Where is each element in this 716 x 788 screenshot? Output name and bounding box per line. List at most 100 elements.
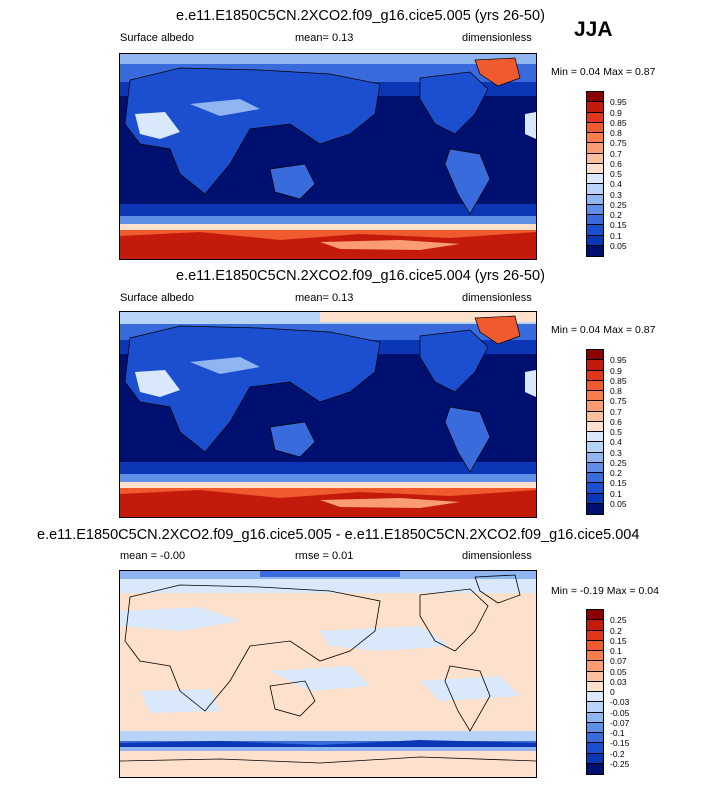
colorbar-tick-label: 0.6 xyxy=(610,158,622,169)
colorbar-swatch xyxy=(587,692,603,703)
colorbar-swatch xyxy=(587,671,603,682)
colorbar-tick-label: 0.3 xyxy=(610,189,622,200)
colorbar-swatch xyxy=(587,493,603,504)
colorbar-swatch xyxy=(587,681,603,692)
colorbar-swatch xyxy=(587,143,603,154)
colorbar-tick-label: 0.95 xyxy=(610,97,627,108)
colorbar-tick-label: 0.1 xyxy=(610,488,622,499)
colorbar-tick-label: 0.1 xyxy=(610,230,622,241)
colorbar-tick-label: 0.75 xyxy=(610,138,627,149)
colorbar-tick-label: -0.07 xyxy=(610,717,630,728)
colorbar-swatch xyxy=(587,473,603,484)
panel2-map xyxy=(119,311,537,518)
panel3-map-svg xyxy=(120,571,536,777)
colorbar-swatch xyxy=(587,753,603,764)
colorbar-tick-label: 0.3 xyxy=(610,447,622,458)
colorbar-swatch xyxy=(587,640,603,651)
colorbar-swatch xyxy=(587,462,603,473)
colorbar-tick-label: 0.2 xyxy=(610,625,622,636)
colorbar-tick-label: 0.7 xyxy=(610,148,622,159)
colorbar-tick-label: 0.6 xyxy=(610,416,622,427)
colorbar-tick-label: 0 xyxy=(610,687,615,697)
colorbar-tick-label: 0.15 xyxy=(610,635,627,646)
panel3-minmax: Min = -0.19 Max = 0.04 xyxy=(551,585,659,597)
colorbar-tick-label: 0.05 xyxy=(610,666,627,677)
panel3-colorbar: 0.25 0.2 0.15 0.1 0.07 0.05 0.03 0 -0.03 -0.05 -0.… xyxy=(586,609,629,775)
colorbar-tick-label: 0.2 xyxy=(610,210,622,220)
colorbar-swatch xyxy=(587,235,603,246)
colorbar-swatch xyxy=(587,153,603,164)
colorbar-tick-label: 0.8 xyxy=(610,386,622,396)
colorbar-swatch xyxy=(587,620,603,631)
panel2-mean-label: mean= 0.13 xyxy=(295,292,354,304)
colorbar-swatch xyxy=(587,712,603,723)
panel2-minmax: Min = 0.04 Max = 0.87 xyxy=(551,324,656,336)
panel2-colorbar-swatches xyxy=(586,349,604,515)
panel3-rmse-label: rmse = 0.01 xyxy=(295,550,354,562)
panel2-colorbar: 0.95 0.9 0.85 0.8 0.75 0.7 0.6 0.5 0.4 0.3 0.25 0.2… xyxy=(586,349,627,515)
colorbar-swatch xyxy=(587,610,603,621)
colorbar-tick-label: -0.2 xyxy=(610,748,625,759)
panel1-map-svg xyxy=(120,54,536,259)
colorbar-swatch xyxy=(587,630,603,641)
colorbar-swatch xyxy=(587,163,603,174)
colorbar-swatch xyxy=(587,360,603,371)
colorbar-tick-label: 0.4 xyxy=(610,179,622,190)
colorbar-swatch xyxy=(587,133,603,144)
panel2-map-svg xyxy=(120,312,536,517)
colorbar-tick-label: -0.03 xyxy=(610,697,630,708)
colorbar-tick-label: 0.85 xyxy=(610,117,627,128)
panel1-colorbar-swatches xyxy=(586,91,604,257)
colorbar-tick-label: 0.5 xyxy=(610,169,622,179)
colorbar-swatch xyxy=(587,702,603,713)
colorbar-swatch xyxy=(587,483,603,494)
colorbar-tick-label: 0.15 xyxy=(610,220,627,231)
colorbar-tick-label: 0.1 xyxy=(610,646,622,656)
colorbar-swatch xyxy=(587,204,603,215)
panel2-title: e.e11.E1850C5CN.2XCO2.f09_g16.cice5.004 … xyxy=(176,268,545,284)
colorbar-swatch xyxy=(587,215,603,226)
colorbar-tick-label: -0.05 xyxy=(610,707,630,718)
colorbar-tick-label: 0.25 xyxy=(610,615,627,626)
panel3-title: e.e11.E1850C5CN.2XCO2.f09_g16.cice5.005 … xyxy=(37,527,640,543)
colorbar-swatch xyxy=(587,245,603,256)
colorbar-tick-label: 0.07 xyxy=(610,656,627,667)
colorbar-swatch xyxy=(587,651,603,662)
colorbar-tick-label: -0.1 xyxy=(610,728,625,738)
colorbar-swatch xyxy=(587,452,603,463)
colorbar-swatch xyxy=(587,401,603,412)
colorbar-swatch xyxy=(587,92,603,103)
panel2-left-label: Surface albedo xyxy=(120,292,194,304)
colorbar-tick-label: -0.15 xyxy=(610,738,630,749)
colorbar-swatch xyxy=(587,370,603,381)
colorbar-tick-label: 0.7 xyxy=(610,406,622,417)
panel1-minmax: Min = 0.04 Max = 0.87 xyxy=(551,66,656,78)
colorbar-tick-label: 0.05 xyxy=(610,498,627,509)
colorbar-swatch xyxy=(587,391,603,402)
panel1-title: e.e11.E1850C5CN.2XCO2.f09_g16.cice5.005 … xyxy=(176,8,545,24)
panel1-map xyxy=(119,53,537,260)
panel3-colorbar-swatches xyxy=(586,609,604,775)
colorbar-swatch xyxy=(587,350,603,361)
colorbar-swatch xyxy=(587,184,603,195)
panel3-mean-label: mean = -0.00 xyxy=(120,550,186,562)
colorbar-tick-label: 0.9 xyxy=(610,365,622,376)
colorbar-swatch xyxy=(587,174,603,185)
colorbar-tick-label: 0.8 xyxy=(610,128,622,138)
panel2-units-label: dimensionless xyxy=(462,292,532,304)
colorbar-swatch xyxy=(587,194,603,205)
colorbar-swatch xyxy=(587,380,603,391)
colorbar-swatch xyxy=(587,503,603,514)
panel1-units-label: dimensionless xyxy=(462,32,532,44)
colorbar-swatch xyxy=(587,411,603,422)
panel3-map xyxy=(119,570,537,778)
colorbar-tick-label: 0.5 xyxy=(610,427,622,437)
colorbar-swatch xyxy=(587,122,603,133)
panel1-colorbar: 0.95 0.9 0.85 0.8 0.75 0.7 0.6 0.5 0.4 0.3 0.25 0.2… xyxy=(586,91,627,257)
panel3-units-label: dimensionless xyxy=(462,550,532,562)
colorbar-tick-label: 0.25 xyxy=(610,199,627,210)
colorbar-tick-label: 0.95 xyxy=(610,355,627,366)
colorbar-tick-label: 0.4 xyxy=(610,437,622,448)
colorbar-swatch xyxy=(587,733,603,744)
colorbar-tick-label: -0.25 xyxy=(610,758,630,769)
